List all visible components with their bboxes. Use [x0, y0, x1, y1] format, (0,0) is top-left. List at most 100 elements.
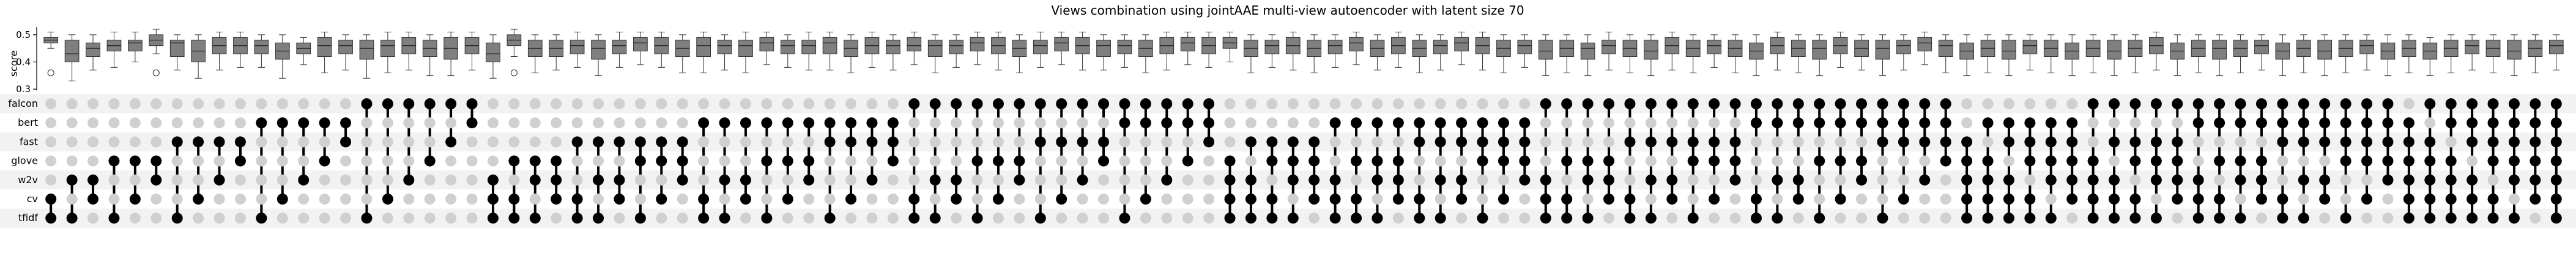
- dot-active-tfidf: [929, 212, 941, 224]
- dot-inactive-tfidf: [1098, 212, 1110, 224]
- dot-inactive-fast: [761, 136, 773, 148]
- dot-inactive-tfidf: [2319, 212, 2331, 224]
- box-iqr: [1117, 40, 1132, 54]
- dot-active-glove: [1351, 155, 1362, 167]
- dot-active-w2v: [2235, 174, 2246, 186]
- dot-inactive-tfidf: [403, 212, 415, 224]
- dot-inactive-fast: [319, 136, 330, 148]
- dot-active-w2v: [2403, 174, 2415, 186]
- boxplot-69: [1475, 31, 1490, 71]
- dot-active-cv: [2487, 194, 2499, 205]
- dot-inactive-w2v: [193, 174, 204, 186]
- view-label-falcon: falcon: [8, 98, 38, 109]
- dot-inactive-fast: [277, 136, 288, 148]
- boxplot-94: [2002, 34, 2016, 76]
- dot-inactive-tfidf: [2361, 212, 2373, 224]
- dot-active-w2v: [1540, 174, 1551, 186]
- dot-active-fast: [340, 136, 352, 148]
- dot-inactive-tfidf: [866, 212, 878, 224]
- dot-inactive-tfidf: [782, 212, 793, 224]
- dot-inactive-glove: [1414, 155, 1425, 167]
- dot-inactive-tfidf: [1519, 212, 1531, 224]
- dot-active-falcon: [2129, 98, 2141, 109]
- dot-active-bert: [1877, 117, 1888, 129]
- box-iqr: [2022, 40, 2038, 54]
- dot-active-fast: [1034, 136, 1046, 148]
- dot-inactive-cv: [2382, 194, 2394, 205]
- dot-active-w2v: [1077, 174, 1088, 186]
- dot-active-glove: [887, 155, 899, 167]
- box-iqr: [759, 37, 774, 52]
- boxplot-86: [1833, 31, 1848, 68]
- dot-active-w2v: [1582, 174, 1594, 186]
- boxplot-92: [1959, 34, 1974, 76]
- dot-inactive-falcon: [1308, 98, 1320, 109]
- dot-active-bert: [2467, 117, 2478, 129]
- dot-inactive-falcon: [761, 98, 773, 109]
- combo-column-50: [1077, 98, 1088, 224]
- dot-active-tfidf: [2298, 212, 2309, 224]
- dot-inactive-cv: [719, 194, 730, 205]
- dot-inactive-falcon: [1245, 98, 1256, 109]
- boxplot-19: [422, 34, 437, 76]
- dot-inactive-falcon: [634, 98, 646, 109]
- dot-inactive-bert: [382, 117, 393, 129]
- dot-active-bert: [1835, 117, 1846, 129]
- boxplot-60: [1285, 31, 1301, 71]
- dot-active-fast: [1477, 136, 1488, 148]
- boxplot-25: [549, 34, 564, 71]
- combo-column-28: [614, 98, 625, 224]
- box-iqr: [1433, 40, 1448, 54]
- dot-active-bert: [761, 117, 773, 129]
- dot-active-cv: [2003, 194, 2014, 205]
- dot-active-cv: [2550, 194, 2562, 205]
- combo-column-19: [424, 98, 436, 224]
- dot-inactive-w2v: [1119, 174, 1130, 186]
- dot-inactive-w2v: [761, 174, 773, 186]
- combo-column-51: [1098, 98, 1110, 224]
- dot-active-glove: [2508, 155, 2520, 167]
- dot-inactive-falcon: [45, 98, 57, 109]
- dot-active-glove: [2024, 155, 2036, 167]
- dot-inactive-w2v: [1498, 174, 1509, 186]
- dot-inactive-tfidf: [2530, 212, 2541, 224]
- dot-inactive-bert: [634, 117, 646, 129]
- dot-active-tfidf: [1414, 212, 1425, 224]
- dot-inactive-fast: [403, 136, 415, 148]
- dot-active-cv: [2530, 194, 2541, 205]
- dot-inactive-w2v: [845, 174, 857, 186]
- dot-active-w2v: [2424, 174, 2436, 186]
- combo-column-15: [340, 98, 352, 224]
- dot-inactive-glove: [929, 155, 941, 167]
- dot-active-falcon: [1603, 98, 1615, 109]
- dot-active-glove: [2150, 155, 2162, 167]
- dot-active-w2v: [1856, 174, 1868, 186]
- dot-active-glove: [2087, 155, 2099, 167]
- combo-column-8: [193, 98, 204, 224]
- boxplot-109: [2317, 34, 2333, 76]
- box-iqr: [1602, 40, 1616, 54]
- box-iqr: [1180, 37, 1195, 52]
- dot-active-fast: [213, 136, 225, 148]
- combo-column-30: [656, 98, 667, 224]
- dot-inactive-glove: [87, 155, 99, 167]
- dot-active-tfidf: [698, 212, 710, 224]
- dot-active-tfidf: [2467, 212, 2478, 224]
- dot-inactive-glove: [1034, 155, 1046, 167]
- boxplot-50: [1075, 31, 1090, 71]
- dot-inactive-glove: [1645, 155, 1657, 167]
- dot-active-tfidf: [1645, 212, 1657, 224]
- dot-inactive-w2v: [1351, 174, 1362, 186]
- dot-inactive-glove: [1772, 155, 1783, 167]
- dot-inactive-cv: [1287, 194, 1299, 205]
- combo-column-95: [2024, 98, 2036, 224]
- dot-inactive-cv: [634, 194, 646, 205]
- boxplot-panel: 0.3 0.4 0.5: [16, 27, 2564, 95]
- chart-title: Views combination using jointAAE multi-v…: [1051, 3, 1524, 18]
- dot-active-falcon: [2277, 98, 2288, 109]
- combo-column-103: [2192, 98, 2204, 224]
- combo-column-31: [677, 98, 688, 224]
- dot-inactive-glove: [1624, 155, 1636, 167]
- dot-active-falcon: [1687, 98, 1699, 109]
